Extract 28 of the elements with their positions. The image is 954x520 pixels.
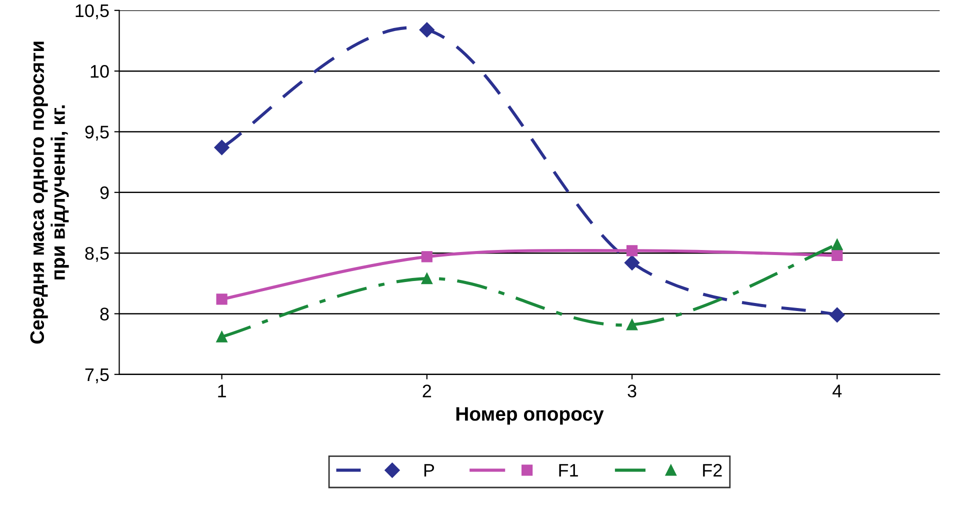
- point: [216, 294, 228, 305]
- point: [421, 251, 432, 262]
- point: [832, 250, 843, 262]
- point: [626, 319, 638, 330]
- point: [830, 307, 845, 323]
- x-tick-label: 4: [832, 384, 842, 398]
- y-axis-title: Середня маса одного поросяти при відлученні, кг.: [30, 42, 69, 344]
- x-tick-label: 3: [628, 384, 636, 398]
- point: [214, 140, 230, 156]
- y-tick-label: 8,5: [85, 247, 109, 262]
- point: [624, 255, 640, 270]
- point: [626, 245, 638, 256]
- y-tick-label: 7,5: [85, 368, 109, 384]
- x-axis-title: Номер опоросу: [456, 407, 604, 425]
- point: [421, 272, 432, 284]
- y-tick-label: 9: [100, 186, 109, 200]
- y-tick-label: 9,5: [85, 126, 109, 141]
- legend-label: F2: [703, 464, 722, 477]
- y-tick-label: 8: [100, 308, 109, 320]
- point: [216, 331, 228, 342]
- x-tick-label: 2: [422, 384, 432, 398]
- point: [832, 239, 843, 250]
- y-tick-label: 10: [90, 65, 109, 78]
- y-tick-label: 10,5: [76, 4, 109, 20]
- legend-label: F1: [559, 464, 578, 477]
- x-tick-label: 1: [218, 384, 226, 398]
- legend-label: P: [424, 464, 434, 477]
- point: [419, 22, 434, 38]
